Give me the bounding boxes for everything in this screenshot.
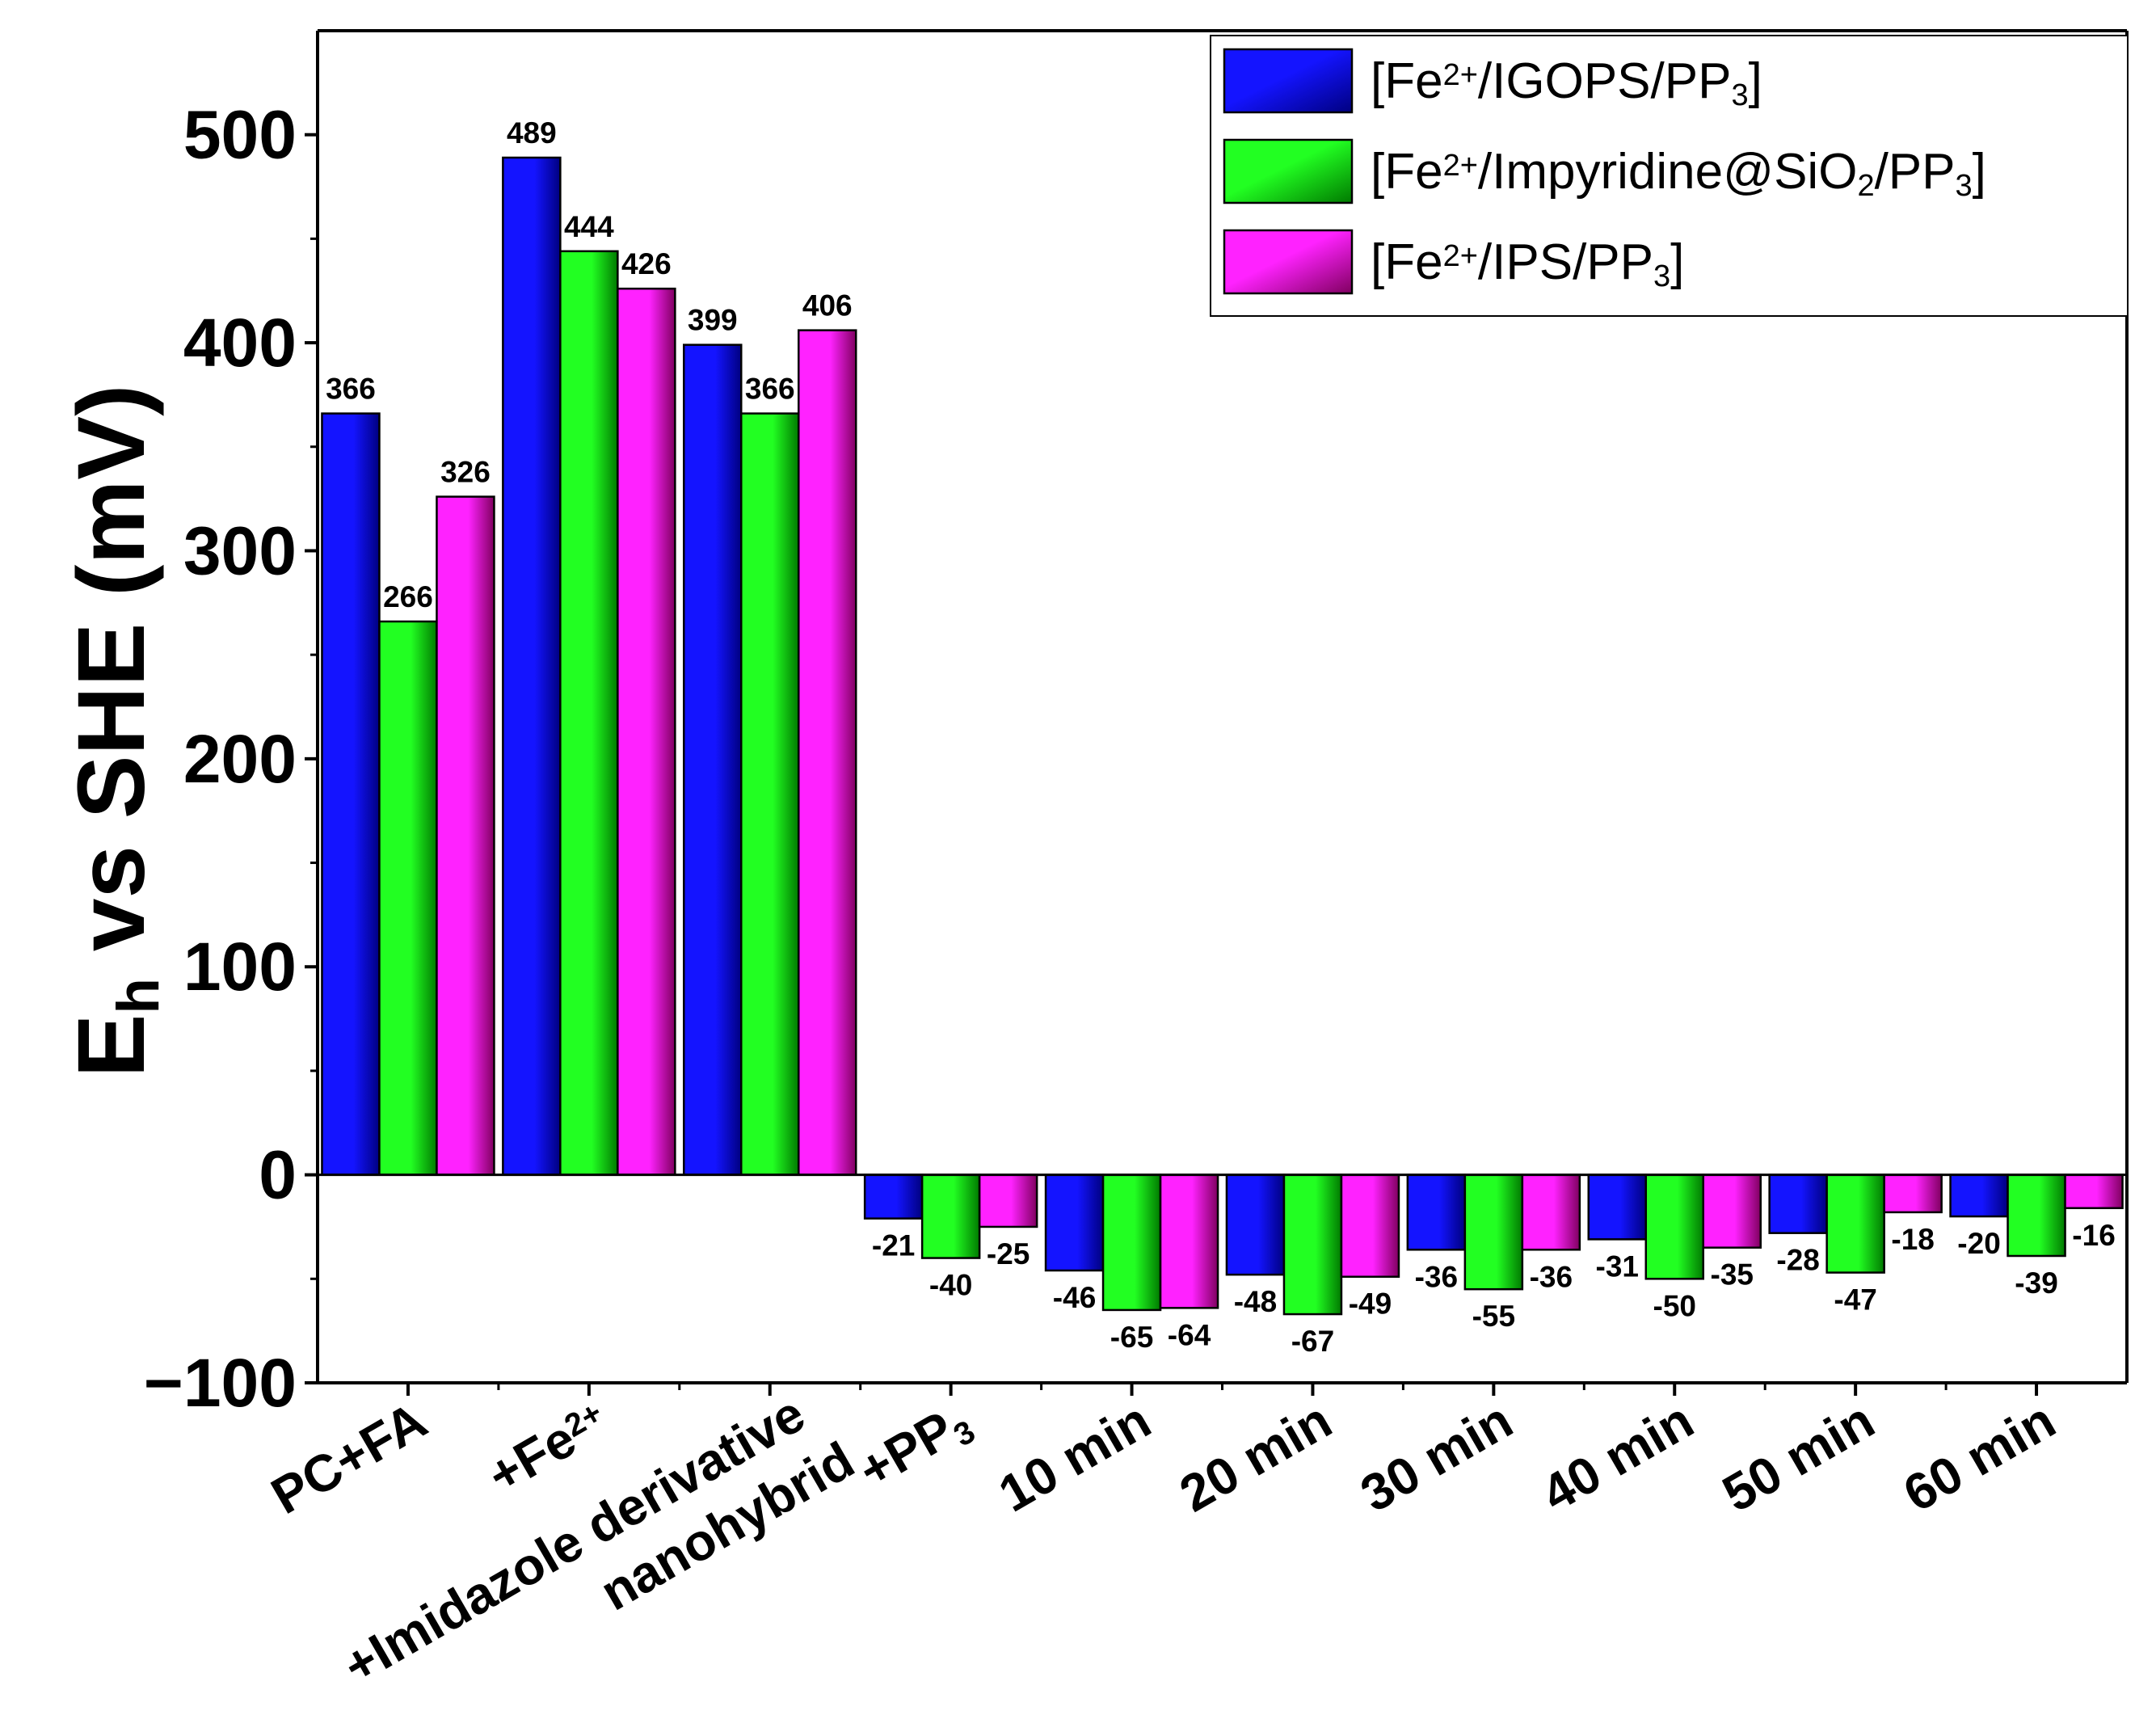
bar-series2-cat1 — [378, 620, 438, 1176]
bar-value-label: -28 — [1776, 1244, 1819, 1277]
bar-value-label: -64 — [1168, 1318, 1211, 1351]
bar-series3-cat10 — [2064, 1174, 2124, 1210]
bar-value-label: -48 — [1234, 1285, 1277, 1318]
bar-series1-cat10 — [1949, 1174, 2009, 1218]
legend-swatch-1 — [1223, 48, 1354, 114]
bar-value-label: -49 — [1349, 1287, 1392, 1321]
legend-swatch-3 — [1223, 229, 1354, 295]
bar-series2-cat8 — [1644, 1174, 1704, 1280]
legend: [Fe2+/IGOPS/PP3] [Fe2+/Impyridine@SiO2/PP… — [1210, 35, 2129, 317]
bar-series1-cat3 — [683, 343, 743, 1176]
bar-value-label: -50 — [1653, 1289, 1696, 1322]
bar-series2-cat2 — [559, 250, 619, 1176]
bar-value-label: -16 — [2072, 1219, 2115, 1252]
bar-value-label: 266 — [383, 580, 433, 613]
bar-series3-cat5 — [1159, 1174, 1219, 1309]
bar-value-label: -21 — [872, 1229, 915, 1262]
x-tick-label-50-min: 50 min — [1713, 1391, 1884, 1523]
bar-series1-cat7 — [1406, 1174, 1467, 1251]
x-tick-label-10-min: 10 min — [989, 1391, 1160, 1523]
bar-value-label: 489 — [507, 116, 557, 150]
x-tick-label-40-min: 40 min — [1532, 1391, 1703, 1523]
bar-value-label: -25 — [987, 1237, 1030, 1270]
bar-series3-cat8 — [1702, 1174, 1762, 1249]
bar-series2-cat10 — [2007, 1174, 2066, 1258]
bar-series3-cat6 — [1340, 1174, 1400, 1278]
bar-series1-cat9 — [1768, 1174, 1828, 1234]
bar-series3-cat3 — [798, 329, 857, 1176]
bar-series1-cat5 — [1044, 1174, 1105, 1272]
legend-label-3: [Fe2+/IPS/PP3] — [1371, 234, 1684, 293]
bar-series2-cat4 — [920, 1174, 981, 1259]
bar-value-label: 366 — [745, 373, 795, 406]
x-tick-label-pp3: +PP3 — [849, 1391, 981, 1503]
bar-value-label: 326 — [440, 456, 491, 489]
bar-value-label: 444 — [564, 210, 614, 243]
bar-series2-cat5 — [1101, 1174, 1162, 1312]
bar-value-label: -35 — [1711, 1258, 1754, 1292]
y-axis-title: Eh vs SHE (mV) — [58, 385, 171, 1078]
legend-box — [1210, 35, 2129, 317]
bar-value-label: -18 — [1891, 1223, 1934, 1256]
bar-series2-cat3 — [740, 412, 800, 1176]
bar-series1-cat8 — [1587, 1174, 1647, 1241]
bar-series3-cat1 — [436, 495, 495, 1176]
bar-series1-cat1 — [321, 412, 381, 1176]
bars-group — [321, 156, 2124, 1316]
x-tick-label-60-min: 60 min — [1893, 1391, 2065, 1523]
y-tick-label: 500 — [183, 97, 297, 173]
bar-value-label: 366 — [326, 373, 376, 406]
bar-value-label: -39 — [2015, 1266, 2057, 1300]
x-tick-label-30-min: 30 min — [1351, 1391, 1522, 1523]
bar-value-label: 406 — [802, 289, 853, 322]
bar-value-label: -36 — [1415, 1260, 1458, 1293]
bar-labels-group: 366266326489444426399366406-21-40-25-46-… — [326, 116, 2116, 1358]
bar-value-label: -47 — [1834, 1283, 1876, 1317]
x-tick-label-fe2: +Fe2+ — [478, 1391, 617, 1505]
legend-swatch-2 — [1223, 138, 1354, 204]
bar-value-label: 426 — [621, 247, 672, 280]
y-tick-label: 0 — [259, 1137, 297, 1213]
y-tick-label: 200 — [183, 721, 297, 797]
y-tick-label: 400 — [183, 305, 297, 381]
y-tick-label: 100 — [183, 929, 297, 1005]
legend-label-1: [Fe2+/IGOPS/PP3] — [1371, 53, 1762, 112]
bar-value-label: -65 — [1110, 1321, 1153, 1354]
bar-value-label: -36 — [1530, 1260, 1573, 1293]
bar-series1-cat6 — [1225, 1174, 1286, 1276]
bar-value-label: 399 — [688, 304, 738, 337]
bar-series3-cat9 — [1883, 1174, 1943, 1214]
bar-series1-cat2 — [502, 156, 562, 1176]
bar-series2-cat7 — [1463, 1174, 1524, 1291]
bar-value-label: -67 — [1291, 1325, 1334, 1358]
bar-series3-cat7 — [1521, 1174, 1581, 1251]
bar-value-label: -46 — [1053, 1281, 1096, 1314]
y-tick-label: 300 — [183, 512, 297, 588]
bar-series2-cat6 — [1282, 1174, 1343, 1316]
bar-value-label: -31 — [1596, 1249, 1639, 1283]
bar-series1-cat4 — [863, 1174, 924, 1220]
bar-value-label: -40 — [929, 1269, 972, 1302]
bar-value-label: -20 — [1957, 1227, 2000, 1260]
legend-label-2: [Fe2+/Impyridine@SiO2/PP3] — [1371, 144, 1986, 203]
y-tick-label: −100 — [144, 1345, 297, 1421]
bar-series2-cat9 — [1825, 1174, 1885, 1274]
bar-series3-cat4 — [978, 1174, 1038, 1228]
bar-series3-cat2 — [617, 287, 676, 1176]
bar-value-label: -55 — [1472, 1300, 1515, 1333]
x-tick-label-20-min: 20 min — [1170, 1391, 1341, 1523]
